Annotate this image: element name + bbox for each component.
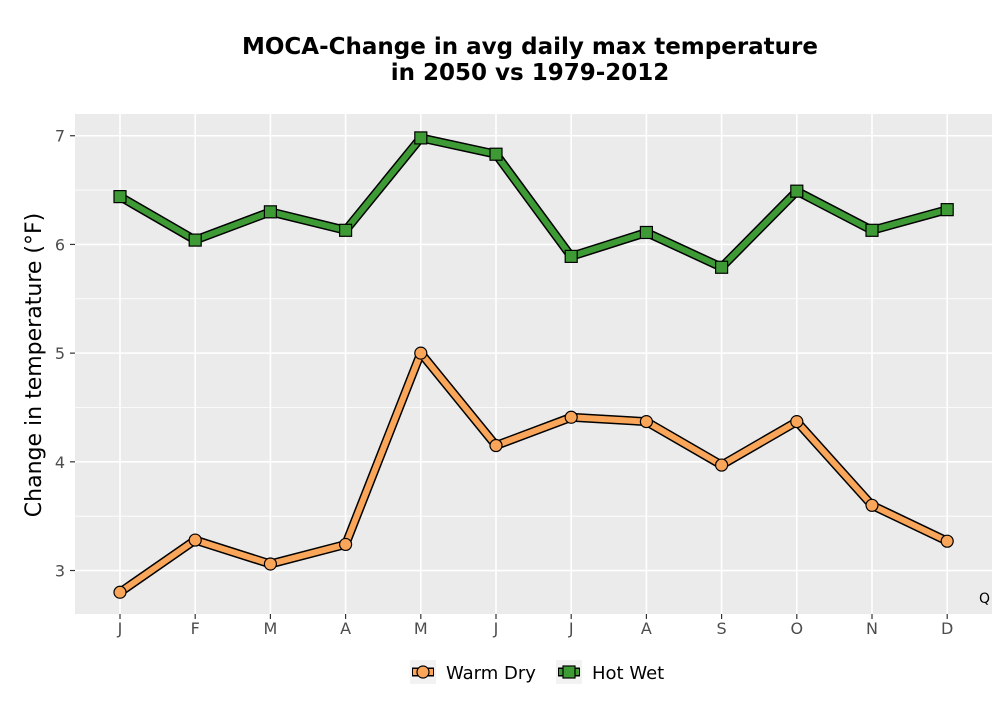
y-axis-ticks: 3 4 5 6 7 (55, 127, 75, 581)
x-tick-label: A (340, 619, 351, 638)
data-point (639, 225, 654, 240)
legend-key-marker (416, 665, 430, 679)
series-line (117, 350, 951, 596)
data-point (714, 260, 729, 274)
x-tick-label: D (941, 619, 953, 638)
data-point (188, 533, 202, 547)
legend-item: Warm Dry (410, 660, 536, 684)
data-point (790, 415, 804, 429)
data-point (940, 203, 954, 217)
data-point (414, 131, 428, 145)
data-point (414, 346, 428, 360)
series-layer (113, 131, 954, 599)
y-tick-label: 7 (55, 127, 65, 146)
chart-title-line-2: in 2050 vs 1979-2012 (391, 60, 670, 86)
series-hot-wet (113, 131, 954, 274)
legend: Warm Dry Hot Wet (410, 660, 664, 684)
data-point (564, 249, 578, 263)
legend-label: Hot Wet (592, 663, 664, 684)
x-tick-label: M (414, 619, 428, 638)
x-tick-label: M (263, 619, 277, 638)
x-tick-label: F (191, 619, 200, 638)
x-tick-label: O (791, 619, 804, 638)
data-point (489, 438, 503, 453)
x-tick-label: A (641, 619, 652, 638)
data-point (865, 223, 879, 237)
plot-panel (75, 114, 992, 614)
x-tick-label: J (493, 619, 499, 638)
data-point (113, 190, 127, 204)
data-point (865, 498, 879, 512)
y-tick-label: 6 (55, 235, 65, 254)
chart-title-line-1: MOCA-Change in avg daily max temperature (242, 34, 818, 60)
data-point (714, 458, 729, 472)
corner-annotation: Q (979, 591, 990, 607)
y-tick-label: 5 (55, 344, 65, 363)
x-tick-label: N (866, 619, 878, 638)
data-point (339, 537, 353, 552)
legend-label: Warm Dry (446, 663, 536, 684)
data-point (339, 223, 353, 237)
y-tick-label: 3 (55, 562, 65, 581)
data-point (113, 585, 127, 599)
data-point (564, 410, 578, 424)
x-tick-label: J (568, 619, 574, 638)
data-point (790, 184, 804, 198)
data-point (639, 415, 654, 429)
x-tick-label: J (117, 619, 123, 638)
legend-key-marker (562, 665, 576, 679)
data-point (263, 557, 277, 571)
series-line (117, 134, 951, 271)
data-point (263, 205, 277, 219)
legend-item: Hot Wet (556, 660, 664, 684)
series-warm-dry (113, 346, 954, 599)
data-point (940, 534, 954, 548)
y-axis-title: Change in temperature (°F) (22, 213, 47, 517)
y-tick-label: 4 (55, 453, 65, 472)
x-tick-label: S (717, 619, 727, 638)
data-point (188, 233, 202, 247)
data-point (489, 147, 503, 161)
